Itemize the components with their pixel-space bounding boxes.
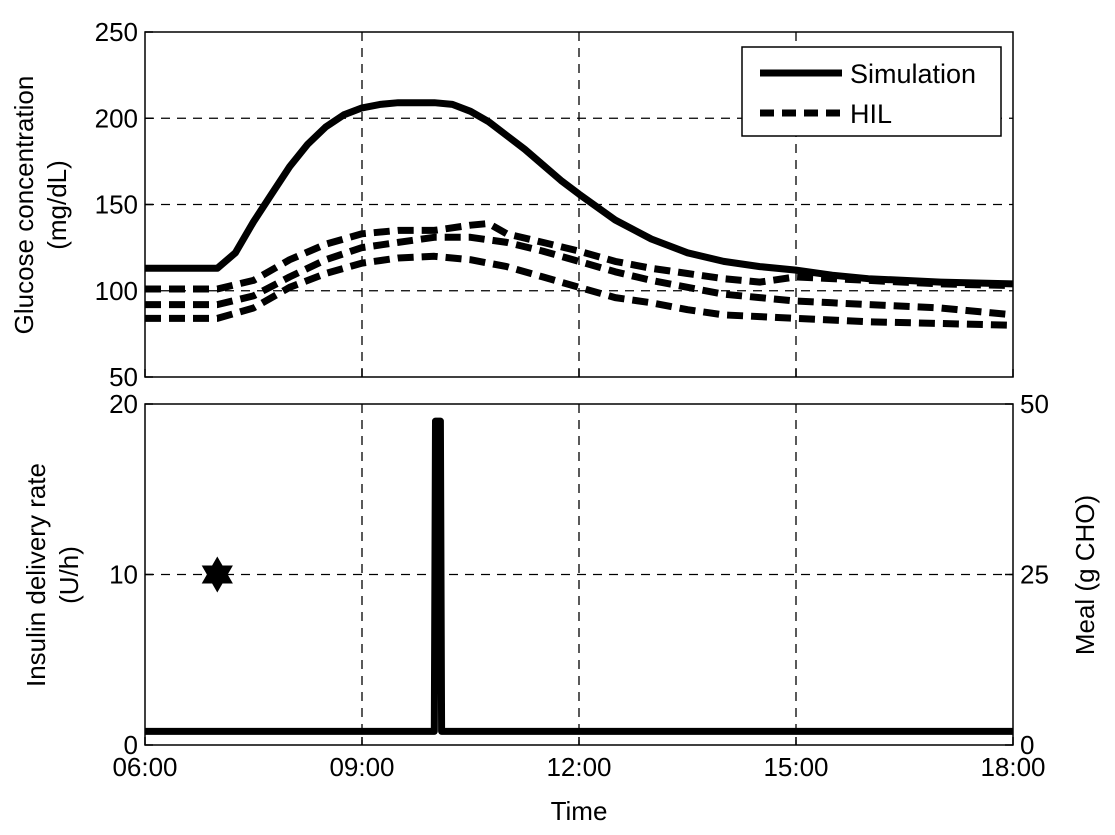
- glucose-y-tick-label: 50: [109, 362, 138, 392]
- glucose-y-tick-label: 250: [95, 17, 138, 47]
- x-axis-label: Time: [551, 796, 608, 826]
- insulin-gridlines: [145, 404, 1013, 745]
- insulin-series: [145, 417, 1013, 735]
- meal-y-tick-label: 0: [1020, 730, 1034, 760]
- legend-label-simulation: Simulation: [850, 59, 976, 89]
- insulin-y-axis-unit: (U/h): [54, 546, 84, 604]
- glucose-y-axis-label: Glucose concentration: [9, 76, 39, 335]
- x-tick-label: 12:00: [546, 752, 611, 782]
- legend-label-hil: HIL: [850, 99, 892, 129]
- glucose-series-line-0: [145, 99, 1014, 288]
- insulin-y-ticks: 0 10 20: [109, 389, 153, 760]
- x-tick-label: 18:00: [980, 752, 1045, 782]
- meal-y-tick-label: 50: [1020, 389, 1049, 419]
- time-x-ticks: 06:00 09:00 12:00 15:00 18:00: [112, 737, 1046, 782]
- meal-y-ticks: 0 25 50: [1005, 389, 1049, 760]
- insulin-y-tick-label: 20: [109, 389, 138, 419]
- legend-box: [741, 46, 1002, 137]
- meal-y-tick-label: 25: [1020, 560, 1049, 590]
- glucose-y-tick-label: 200: [95, 103, 138, 133]
- glucose-panel: 50 100 150 200 250 Glucose concentration (mg…: [9, 17, 1014, 392]
- insulin-y-axis-label: Insulin delivery rate: [21, 463, 51, 687]
- insulin-series-line-0: [145, 417, 1013, 735]
- meal-marker-triangle-down: [201, 565, 233, 593]
- glucose-y-tick-label: 100: [95, 276, 138, 306]
- glucose-series-line-1: [145, 220, 1014, 293]
- legend: Simulation HIL: [741, 46, 1002, 137]
- meal-marker: [201, 556, 233, 593]
- insulin-y-tick-label: 0: [124, 730, 138, 760]
- glucose-y-tick-label: 150: [95, 190, 138, 220]
- glucose-series-line-2: [145, 233, 1014, 319]
- x-tick-label: 09:00: [329, 752, 394, 782]
- glucose-y-ticks: 50 100 150 200 250: [95, 17, 153, 392]
- glucose-series: [145, 99, 1014, 329]
- insulin-panel: 0 10 20 0 25 50 06:00 09:00 12:00 15:00 18:00 In…: [21, 389, 1100, 826]
- meal-y-axis-label: Meal (g CHO): [1070, 495, 1100, 655]
- insulin-y-tick-label: 10: [109, 560, 138, 590]
- glucose-y-axis-unit: (mg/dL): [42, 160, 72, 250]
- meal-markers: [201, 556, 233, 593]
- x-tick-label: 06:00: [112, 752, 177, 782]
- x-tick-label: 15:00: [763, 752, 828, 782]
- glucose-series-line-3: [145, 252, 1014, 329]
